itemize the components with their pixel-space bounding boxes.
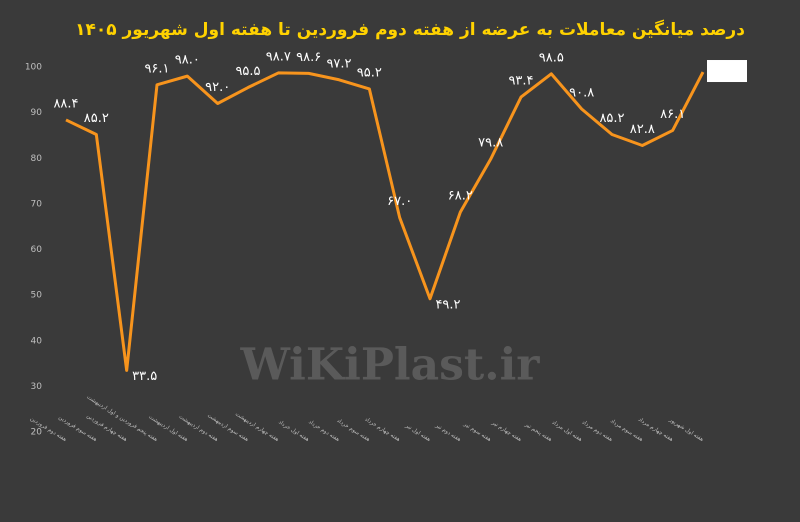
value-label: ۹۸.۶ bbox=[296, 50, 321, 65]
value-label: ۸۲.۸ bbox=[630, 122, 655, 137]
value-label: ۹۸.۷ bbox=[266, 49, 291, 64]
value-label: ۸۵.۲ bbox=[84, 111, 109, 126]
value-label: ۸۶.۱ bbox=[660, 107, 685, 122]
value-label: ۹۷.۲ bbox=[326, 56, 351, 71]
line bbox=[65, 71, 705, 372]
value-label: ۹۳.۴ bbox=[508, 74, 533, 89]
highlight-box bbox=[707, 60, 747, 83]
value-label: ۹۶.۱ bbox=[144, 61, 169, 76]
y-tick-label: 40 bbox=[31, 336, 43, 346]
y-tick-label: 80 bbox=[31, 154, 43, 164]
value-label: ۹۲.۰ bbox=[205, 80, 230, 95]
value-label: ۳۳.۵ bbox=[132, 369, 157, 384]
y-tick-label: 100 bbox=[25, 63, 42, 73]
value-label: ۶۷.۰ bbox=[387, 194, 412, 209]
y-tick-label: 90 bbox=[31, 108, 43, 118]
watermark: WiKiPlast.ir bbox=[240, 340, 541, 391]
value-label: ۹۵.۲ bbox=[357, 65, 382, 80]
y-tick-label: 20 bbox=[31, 428, 43, 438]
value-label: ۴۹.۲ bbox=[435, 297, 460, 312]
y-tick-label: 50 bbox=[31, 291, 43, 301]
value-label: ۹۸.۰ bbox=[175, 53, 200, 68]
value-label: ۹۵.۵ bbox=[235, 64, 260, 79]
value-label: ۹۸.۵ bbox=[539, 50, 564, 65]
value-label: ۶۸.۲ bbox=[448, 189, 473, 204]
value-label: ۷۹.۸ bbox=[478, 136, 503, 151]
value-label: ۹۰.۸ bbox=[569, 85, 594, 100]
value-label: ۸۸.۴ bbox=[53, 96, 78, 111]
chart-title: درصد میانگین معاملات به عرضه از هفته دوم… bbox=[75, 19, 745, 40]
y-tick-label: 30 bbox=[31, 382, 43, 392]
y-tick-label: 60 bbox=[31, 245, 43, 255]
value-label: ۸۵.۲ bbox=[599, 111, 624, 126]
y-tick-label: 70 bbox=[31, 199, 43, 209]
value-label: ۹۸.۹ bbox=[713, 64, 742, 79]
